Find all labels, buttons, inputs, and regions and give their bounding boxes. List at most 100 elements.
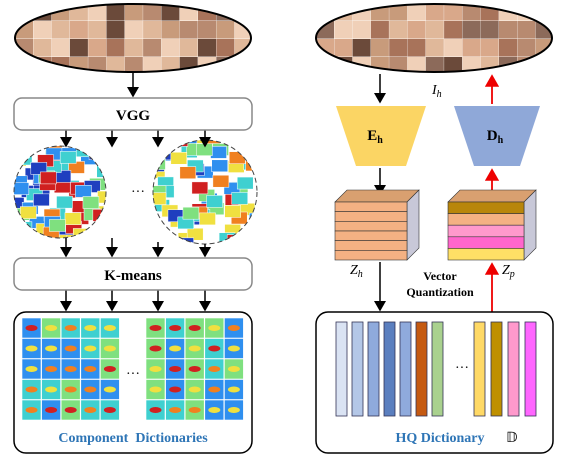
- image-label: Ih: [431, 83, 442, 100]
- dictionary-label: Component Dictionaries: [58, 431, 208, 446]
- atom-feature: [103, 345, 116, 352]
- label-base: E: [367, 128, 377, 144]
- atom-feature: [188, 325, 201, 331]
- cube-layer: [447, 224, 525, 238]
- atom-feature: [84, 345, 97, 352]
- atom-feature: [45, 407, 58, 413]
- face-tile: [480, 21, 499, 39]
- vgg-label: VGG: [116, 108, 151, 124]
- ellipsis: ···: [126, 367, 140, 382]
- feature-patch: [153, 147, 165, 160]
- face-tile: [480, 4, 499, 21]
- face-tile: [407, 39, 426, 57]
- face-tile: [234, 4, 251, 21]
- label-sub: p: [509, 269, 515, 280]
- atom-feature: [103, 325, 116, 331]
- feature-patch: [153, 140, 165, 149]
- face-tile: [198, 39, 216, 57]
- face-tile: [389, 21, 408, 39]
- face-tile: [88, 57, 107, 72]
- atom-feature: [25, 345, 38, 352]
- feature-patch: [182, 206, 200, 220]
- label-sub: h: [377, 135, 383, 146]
- cube-top: [334, 189, 420, 203]
- atom-feature: [169, 325, 182, 331]
- face-tile: [462, 57, 481, 72]
- atom-feature: [103, 386, 116, 393]
- atom-feature: [149, 407, 162, 413]
- feature-patch: [212, 174, 230, 188]
- atom-feature: [208, 366, 221, 372]
- atom-feature: [64, 366, 77, 372]
- face-tile: [143, 4, 162, 21]
- codebook-entry: [367, 321, 380, 417]
- atom-feature: [149, 386, 162, 393]
- face-tile: [462, 39, 481, 57]
- codebook-entry: [335, 321, 348, 417]
- face-tile: [179, 4, 198, 21]
- face-tile: [370, 57, 389, 72]
- face-tile: [143, 57, 162, 72]
- arrows: [60, 73, 386, 312]
- face-tile: [334, 39, 353, 57]
- atom-feature: [84, 325, 97, 331]
- atom-feature: [169, 407, 182, 413]
- feature-patch: [30, 162, 48, 175]
- face-tile: [517, 4, 536, 21]
- face-tile: [69, 57, 88, 72]
- cube-layer: [447, 201, 525, 214]
- feature-patch: [75, 185, 92, 198]
- kmeans-box: [13, 257, 253, 291]
- face-tile: [88, 21, 107, 39]
- latent-label: Zp: [502, 263, 515, 280]
- face-tile: [216, 21, 235, 39]
- feature-patch: [15, 221, 33, 234]
- cube-layer: [334, 240, 408, 251]
- label-sub: h: [437, 89, 442, 100]
- input-ellipse: [14, 3, 252, 73]
- codebook-entry: [507, 321, 520, 417]
- feature-patch: [179, 166, 197, 179]
- face-tile: [124, 39, 143, 57]
- dictionary-label: HQ Dictionary: [395, 431, 484, 446]
- face-tile: [499, 21, 517, 39]
- cube-layer: [334, 250, 408, 261]
- face-tile: [370, 21, 389, 39]
- face-tile: [124, 21, 143, 39]
- feature-patch: [15, 152, 33, 166]
- feature-patch: [234, 237, 251, 244]
- face-tile: [517, 39, 536, 57]
- cube-top: [447, 189, 537, 203]
- atom-feature: [45, 386, 58, 393]
- face-tile: [106, 4, 125, 21]
- feature-patch: [224, 205, 241, 218]
- codebook-entry: [399, 321, 412, 417]
- feature-patch: [14, 151, 28, 164]
- face-tile: [15, 57, 33, 72]
- face-tile: [389, 39, 408, 57]
- atom-feature: [188, 407, 201, 413]
- input-ellipse: [315, 3, 553, 73]
- face-mosaic: [316, 4, 552, 72]
- decoder-label: Dh: [487, 128, 504, 146]
- face-tile: [462, 4, 481, 21]
- face-tile: [161, 39, 180, 57]
- face-tile: [88, 39, 107, 57]
- atom-feature: [84, 386, 97, 393]
- feature-patch: [228, 151, 246, 164]
- atom-feature: [45, 325, 58, 331]
- feature-patch: [186, 227, 204, 241]
- codebook-entry: [524, 321, 537, 417]
- feature-maps: [14, 146, 106, 238]
- atom-feature: [169, 386, 182, 393]
- atom-feature: [188, 366, 201, 372]
- codebook-entry: [431, 321, 444, 417]
- atom-feature: [169, 366, 182, 372]
- feature-patch: [59, 151, 77, 164]
- feature-patch: [92, 209, 106, 222]
- face-tile: [216, 4, 235, 21]
- face-tile: [143, 21, 162, 39]
- encoder-label: Eh: [367, 128, 383, 146]
- atom-feature: [149, 366, 162, 372]
